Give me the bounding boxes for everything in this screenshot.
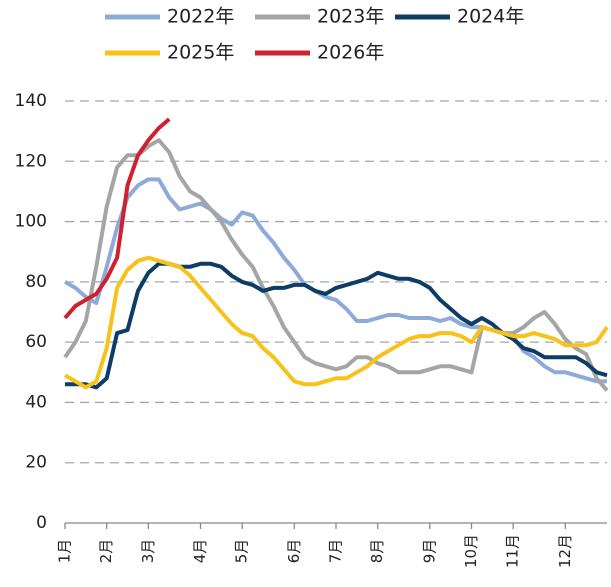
x-tick-label: 4月 bbox=[191, 539, 209, 564]
y-tick-label: 120 bbox=[15, 151, 47, 171]
x-tick-label: 3月 bbox=[139, 539, 157, 564]
x-tick-label: 2月 bbox=[97, 539, 115, 564]
x-tick-label: 10月 bbox=[462, 534, 480, 568]
y-tick-label: 140 bbox=[15, 91, 47, 111]
series-line bbox=[65, 261, 608, 390]
y-tick-label: 40 bbox=[25, 392, 47, 412]
y-tick-label: 80 bbox=[25, 272, 47, 292]
legend-label: 2023年 bbox=[317, 6, 384, 28]
x-tick-label: 9月 bbox=[420, 539, 438, 564]
legend-label: 2026年 bbox=[317, 42, 384, 64]
y-tick-label: 0 bbox=[36, 513, 47, 533]
x-tick-label: 5月 bbox=[233, 539, 251, 564]
x-tick-label: 6月 bbox=[285, 539, 303, 564]
series-line bbox=[63, 117, 171, 320]
legend-label: 2022年 bbox=[167, 6, 234, 28]
series-line bbox=[63, 138, 609, 392]
y-tick-label: 60 bbox=[25, 332, 47, 352]
x-tick-label: 11月 bbox=[504, 534, 522, 568]
y-tick-label: 100 bbox=[15, 212, 47, 232]
legend-label: 2024年 bbox=[457, 6, 524, 28]
x-tick-label: 7月 bbox=[327, 539, 345, 564]
x-tick-label: 12月 bbox=[556, 534, 574, 568]
x-tick-label: 1月 bbox=[56, 539, 74, 564]
y-tick-label: 20 bbox=[25, 453, 47, 473]
x-tick-label: 8月 bbox=[368, 539, 386, 564]
legend-label: 2025年 bbox=[167, 42, 234, 64]
series-line bbox=[64, 255, 609, 390]
